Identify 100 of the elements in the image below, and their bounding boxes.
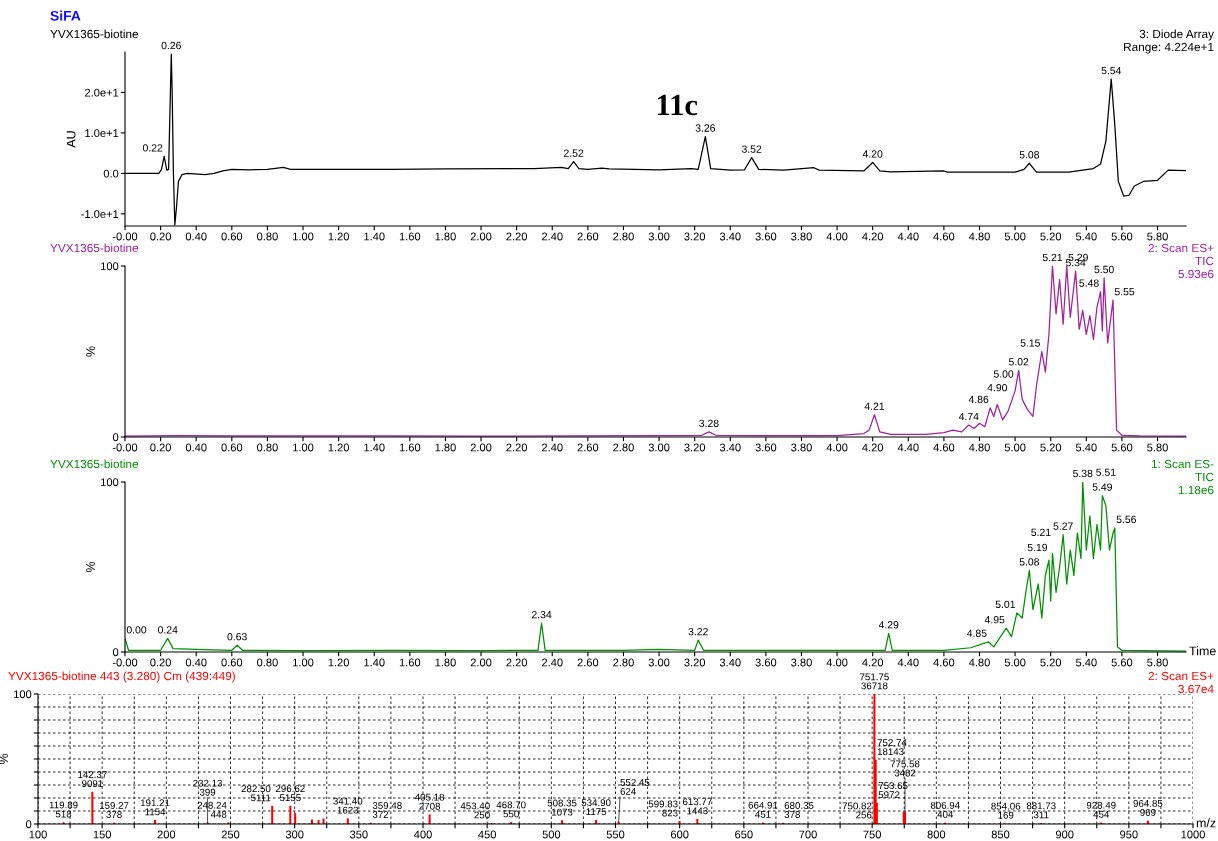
annotation: 341.40 1623 (333, 797, 363, 814)
annotation: 534.90 1175 (581, 799, 611, 816)
x-tick-label: 0.20 (150, 658, 171, 667)
x-tick-label: 2.60 (577, 443, 599, 452)
annotation: 0.26 (161, 41, 181, 50)
annotation: 2.52 (564, 149, 584, 157)
annotation: Range: 4.224e+1 (1124, 42, 1214, 54)
annotation: 282.50 5111 (241, 785, 271, 802)
annotation: 359.48 372 (372, 802, 402, 818)
annotation: 5.01 (995, 600, 1015, 609)
annotation: 5.08 (1019, 151, 1040, 159)
x-tick-label: 1.80 (435, 658, 456, 667)
annotation: 405.18 2708 (415, 793, 445, 810)
x-tick-label: 2.40 (542, 658, 563, 667)
x-tick-label: -0.00 (112, 658, 138, 667)
x-tick-label: 2.40 (542, 443, 563, 452)
x-tick-label: 0.20 (150, 443, 171, 452)
x-tick-label: 0.40 (185, 232, 207, 241)
annotation: 964.85 969 (1133, 799, 1163, 816)
x-tick-label: 3.20 (684, 443, 706, 452)
annotation: 11c (657, 94, 698, 116)
text: 1: Scan ES- (1151, 459, 1214, 469)
x-tick-label: 1.40 (364, 443, 385, 452)
x-tick-label: 4.20 (862, 443, 884, 452)
x-tick-label: 4.60 (933, 443, 955, 452)
x-tick-label: 2.60 (577, 232, 599, 241)
x-tick-label: 5.60 (1111, 658, 1133, 667)
x-tick-label: 1.20 (328, 443, 349, 452)
annotation: 4.86 (968, 395, 989, 404)
x-tick-label: 1000 (1181, 830, 1205, 839)
annotation: 468.70 550 (496, 801, 526, 818)
x-tick-label: 0.60 (221, 232, 243, 241)
x-tick-label: 4.40 (897, 658, 919, 667)
x-tick-label: 1.60 (399, 232, 421, 241)
x-tick-label: 300 (285, 830, 304, 839)
x-tick-label: 900 (1055, 830, 1074, 839)
annotation: 4.95 (984, 615, 1005, 624)
x-tick-label: 650 (735, 830, 753, 839)
x-tick-label: 5.60 (1111, 443, 1133, 452)
text: 3.67e4 (1178, 684, 1214, 694)
annotation: 3.28 (699, 419, 719, 428)
chart-subtitle: YVX1365-biotine (50, 29, 139, 39)
x-tick-label: 5.80 (1147, 658, 1168, 667)
x-tick-label: 1.60 (399, 443, 421, 452)
x-tick-label: 1.20 (328, 232, 349, 241)
annotation: 599.83 823 (648, 800, 678, 817)
y-tick-label: 100 (101, 262, 119, 271)
annotation: 5.02 (1008, 358, 1029, 366)
x-tick-label: 350 (349, 830, 368, 839)
annotation: 3.26 (695, 124, 716, 132)
x-tick-label: 1.00 (293, 443, 314, 452)
x-tick-label: 3.40 (719, 232, 741, 241)
x-tick-label: -0.00 (112, 232, 138, 241)
x-tick-label: 800 (927, 830, 946, 839)
annotation: 5.19 (1027, 543, 1048, 552)
x-tick-label: 3.40 (719, 443, 741, 452)
x-tick-label: 2.20 (506, 443, 528, 452)
x-tick-label: 5.00 (1004, 443, 1026, 452)
text: 3: Diode Array (1139, 29, 1214, 41)
annotation: 5.54 (1101, 67, 1122, 75)
x-tick-label: 4.00 (826, 658, 848, 667)
x-tick-label: 4.80 (968, 443, 990, 452)
x-tick-label: 0.60 (221, 658, 243, 667)
x-tick-label: 0.40 (185, 443, 207, 452)
annotation: 613.77 1443 (682, 798, 712, 815)
y-tick-label: 0 (113, 433, 119, 442)
x-tick-label: 4.20 (862, 232, 884, 241)
x-tick-label: 0.20 (150, 232, 171, 241)
annotation: 296.62 5155 (275, 785, 305, 802)
x-tick-label: 4.00 (826, 443, 848, 452)
x-axis-title: Time (1189, 646, 1216, 656)
x-tick-label: 550 (606, 830, 625, 839)
annotation: 5.21 (1042, 253, 1063, 262)
annotation: 5.50 (1094, 265, 1114, 274)
annotation: 0.24 (158, 626, 178, 634)
x-tick-label: 850 (991, 830, 1010, 839)
x-tick-label: 0.80 (257, 658, 278, 667)
x-tick-label: 2.80 (613, 658, 634, 667)
x-tick-label: 4.60 (933, 658, 955, 667)
x-tick-label: 5.00 (1004, 658, 1026, 667)
x-tick-label: 1.00 (293, 232, 314, 241)
x-tick-label: 600 (670, 830, 689, 839)
annotation: 191.21 1154 (140, 799, 170, 816)
annotation: 5.56 (1116, 515, 1136, 524)
annotation: 4.74 (958, 412, 979, 421)
chart-subtitle: YVX1365-biotine (50, 459, 139, 469)
x-tick-label: 500 (542, 830, 561, 839)
annotation: 752.74 18143 (877, 739, 907, 756)
x-tick-label: 4.40 (897, 443, 919, 452)
x-tick-label: 3.80 (791, 658, 812, 667)
x-tick-label: 400 (413, 830, 432, 839)
x-tick-label: 3.00 (648, 443, 670, 452)
annotation: 159.27 378 (99, 802, 129, 818)
annotation: 750.82 256 (842, 802, 872, 819)
annotation: 5.27 (1053, 522, 1073, 530)
annotation: 5.55 (1114, 288, 1135, 296)
x-tick-label: 3.00 (648, 232, 670, 241)
y-axis-title: AU (66, 131, 76, 148)
y-tick-label: 1.0e+1 (85, 129, 119, 138)
x-tick-label: 5.40 (1075, 443, 1097, 452)
